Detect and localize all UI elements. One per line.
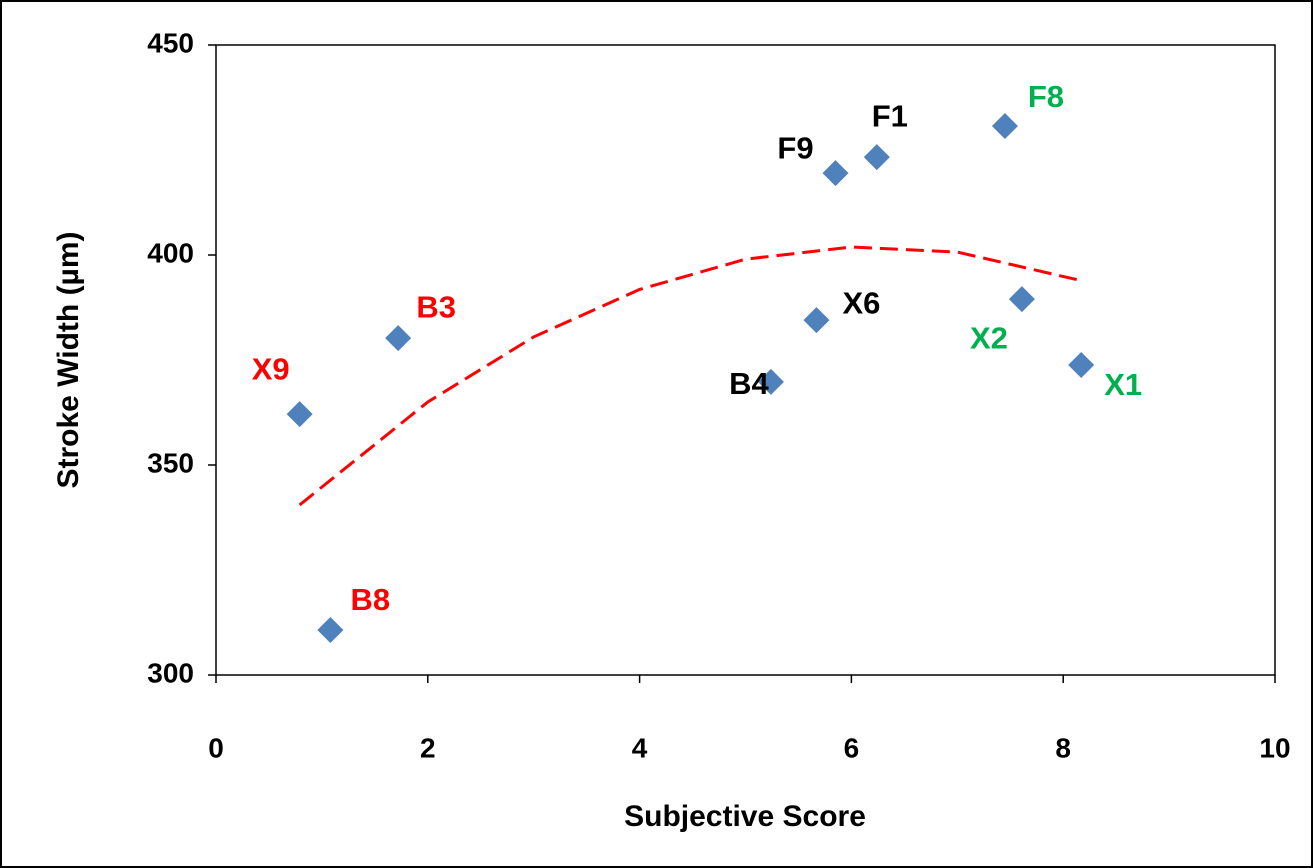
y-tick-label: 300: [147, 657, 194, 688]
point-label: X6: [842, 285, 880, 320]
point-label: X2: [970, 320, 1008, 355]
point: [822, 160, 849, 187]
point: [991, 113, 1018, 140]
x-tick-label: 4: [632, 732, 648, 763]
y-tick-label: 450: [147, 27, 194, 58]
point: [1008, 286, 1035, 313]
point-label: B3: [416, 289, 456, 324]
point: [757, 368, 784, 395]
x-tick-label: 8: [1055, 732, 1071, 763]
plot-area: [215, 44, 1276, 676]
point: [863, 144, 890, 171]
point: [317, 617, 344, 644]
point-label: F9: [777, 130, 813, 165]
x-tick-label: 6: [844, 732, 860, 763]
y-tick-label: 350: [147, 447, 194, 478]
point: [286, 401, 313, 428]
point: [1068, 352, 1095, 379]
x-tick-label: 0: [208, 732, 224, 763]
point-label: F1: [872, 98, 908, 133]
y-tick-label: 400: [147, 237, 194, 268]
point: [803, 307, 830, 334]
x-tick-label: 2: [420, 732, 436, 763]
point-label: X1: [1104, 367, 1142, 402]
y-axis-title: Stroke Width (µm): [52, 231, 85, 488]
x-axis-title: Subjective Score: [624, 800, 866, 833]
point-label: X9: [252, 351, 290, 386]
point-label: B8: [351, 582, 391, 617]
point: [385, 325, 412, 352]
x-tick-label: 10: [1259, 732, 1290, 763]
point-label: B4: [729, 366, 769, 401]
point-label: F8: [1028, 79, 1064, 114]
trend-line: [298, 245, 1082, 507]
